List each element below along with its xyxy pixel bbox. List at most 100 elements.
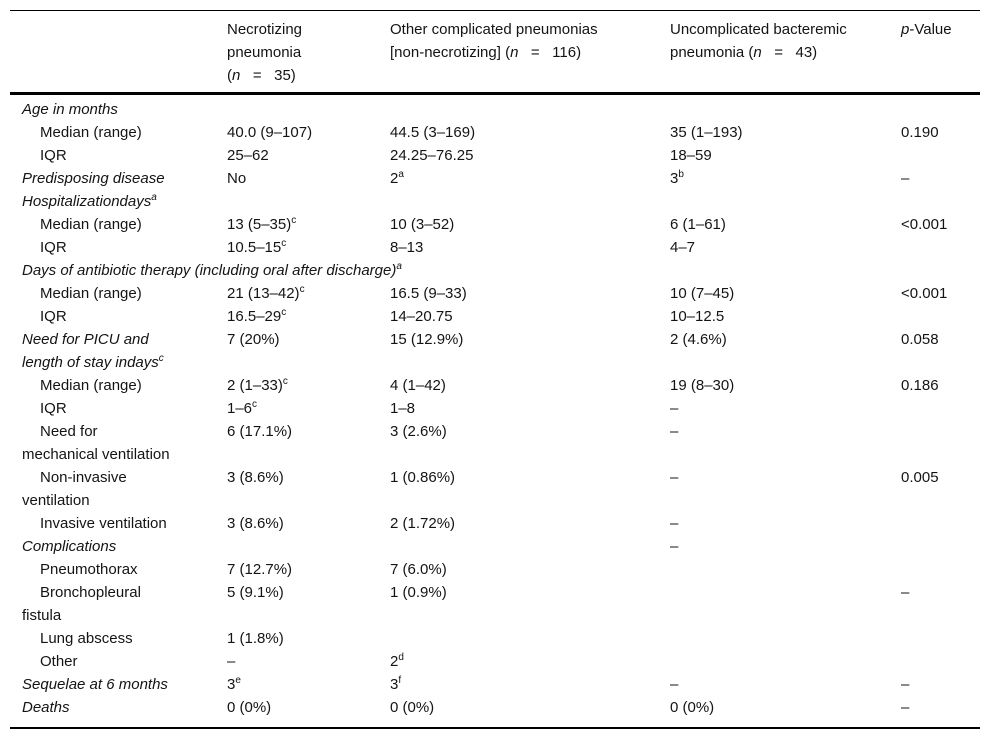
text-segment: n [510, 44, 519, 61]
text-segment: 15 (12.9%) [390, 331, 464, 348]
value-cell: 0 (0%) [658, 696, 889, 728]
footnote-superscript: c [282, 376, 288, 387]
value-cell [658, 558, 889, 581]
value-cell: 21 (13–42)c [215, 282, 378, 305]
text-segment: = 116) [518, 44, 582, 61]
table-row: Predisposing disease No 2a 3b – [10, 167, 980, 190]
value-cell [889, 627, 980, 650]
table-row: Median (range) 13 (5–35)c 10 (3–52) 6 (1–61… [10, 213, 980, 236]
text-segment: – [670, 469, 679, 486]
value-cell: – [658, 420, 889, 466]
text-segment: IQR [40, 400, 67, 417]
table-row: Lung abscess 1 (1.8%) [10, 627, 980, 650]
text-segment: 7 (20%) [227, 331, 280, 348]
text-segment: – [901, 699, 910, 716]
table-row: IQR 25–62 24.25–76.25 18–59 [10, 144, 980, 167]
text-segment: Bronchopleural fistula [22, 584, 141, 624]
text-segment: 0 (0%) [670, 699, 715, 716]
table-body: Age in months Median (range) 40.0 (9–107) 4… [10, 94, 980, 729]
text-segment: 0.186 [901, 377, 939, 394]
text-segment: 25–62 [227, 147, 269, 164]
text-segment: Pneumothorax [40, 561, 138, 578]
text-segment: Median (range) [40, 285, 142, 302]
value-cell [889, 236, 980, 259]
value-cell: 2a [378, 167, 658, 190]
text-segment: Need for PICU and length of stay indays [22, 331, 159, 371]
value-cell [889, 144, 980, 167]
text-segment: 14–20.75 [390, 308, 453, 325]
text-segment: 3 [670, 170, 679, 187]
footnote-superscript: c [158, 353, 164, 364]
footnote-superscript: a [398, 169, 404, 180]
text-segment: Other [40, 653, 78, 670]
value-cell: 5 (9.1%) [215, 581, 378, 627]
footnote-superscript: c [281, 307, 287, 318]
text-segment: Complications [22, 538, 117, 555]
value-cell: <0.001 [889, 213, 980, 236]
value-cell: 3b [658, 167, 889, 190]
footnote-superscript: a [396, 261, 402, 272]
text-segment: 19 (8–30) [670, 377, 735, 394]
row-label-cell: Days of antibiotic therapy (including or… [10, 259, 980, 282]
text-segment: No [227, 170, 247, 187]
text-segment: 2 [390, 170, 399, 187]
text-segment: 6 (1–61) [670, 216, 726, 233]
text-segment: 3 (8.6%) [227, 469, 284, 486]
text-segment: IQR [40, 239, 67, 256]
value-cell: 0.005 [889, 466, 980, 512]
table-row: IQR 1–6c 1–8 – [10, 397, 980, 420]
text-segment: 3 (8.6%) [227, 515, 284, 532]
value-cell: 6 (17.1%) [215, 420, 378, 466]
row-label-cell: Other [10, 650, 215, 673]
text-segment: 2 (4.6%) [670, 331, 727, 348]
text-segment: <0.001 [901, 216, 948, 233]
text-segment: 0 (0%) [390, 699, 435, 716]
text-segment: Median (range) [40, 377, 142, 394]
table-header: Necrotizing pneumonia (n = 35) Other com… [10, 10, 980, 95]
value-cell [658, 581, 889, 627]
value-cell: 3 (8.6%) [215, 466, 378, 512]
value-cell [658, 627, 889, 650]
value-cell: 10 (3–52) [378, 213, 658, 236]
text-segment: 40.0 (9–107) [227, 124, 313, 141]
value-cell [215, 535, 378, 558]
table-row: Age in months [10, 94, 980, 122]
footnote-superscript: d [398, 652, 404, 663]
footnote-superscript: c [291, 215, 297, 226]
value-cell: 0 (0%) [215, 696, 378, 728]
row-label-cell: Median (range) [10, 121, 215, 144]
text-segment: 2 (1–33) [227, 377, 283, 394]
clinical-outcomes-table: Necrotizing pneumonia (n = 35) Other com… [10, 10, 980, 729]
value-cell: 0 (0%) [378, 696, 658, 728]
text-segment: = 43) [761, 44, 818, 61]
text-segment: – [901, 170, 910, 187]
value-cell: – [889, 167, 980, 190]
value-cell: – [658, 466, 889, 512]
value-cell: 3e [215, 673, 378, 696]
footnote-superscript: f [398, 675, 402, 686]
text-segment: Uncomplicated bacteremic pneumonia ( [670, 21, 847, 61]
row-label-cell: IQR [10, 305, 215, 328]
row-label-cell: IQR [10, 144, 215, 167]
value-cell [889, 558, 980, 581]
text-segment: 6 (17.1%) [227, 423, 293, 440]
value-cell [889, 535, 980, 558]
text-segment: 21 (13–42) [227, 285, 300, 302]
table-row: Median (range) 40.0 (9–107) 44.5 (3–169) 35… [10, 121, 980, 144]
value-cell [889, 650, 980, 673]
table-row: Median (range) 21 (13–42)c 16.5 (9–33) 10 (… [10, 282, 980, 305]
value-cell: – [215, 650, 378, 673]
value-cell: 16.5 (9–33) [378, 282, 658, 305]
table-row: Deaths 0 (0%) 0 (0%) 0 (0%) – [10, 696, 980, 728]
row-label-cell: IQR [10, 236, 215, 259]
value-cell: – [658, 512, 889, 535]
value-cell: – [889, 673, 980, 696]
row-label-cell: Need for mechanical ventilation [10, 420, 215, 466]
text-segment: p [901, 21, 910, 38]
text-segment: – [670, 400, 679, 417]
value-cell: 8–13 [378, 236, 658, 259]
value-cell: 7 (12.7%) [215, 558, 378, 581]
table-row: Median (range) 2 (1–33)c 4 (1–42) 19 (8–30)… [10, 374, 980, 397]
text-segment: Invasive ventilation [40, 515, 167, 532]
text-segment: 2 [390, 653, 399, 670]
